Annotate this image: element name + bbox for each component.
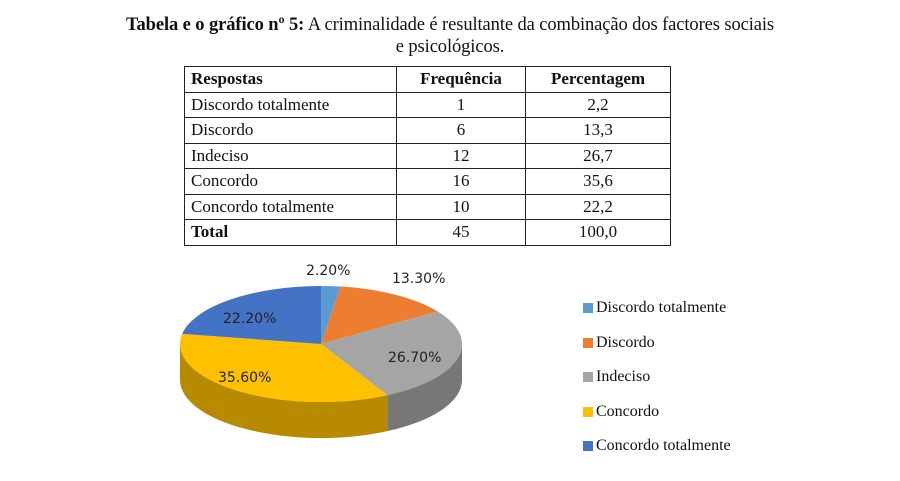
row-percentage: 13,3 [525, 117, 671, 144]
pie-slice [182, 286, 321, 344]
pie-data-labels: 2.20% 13.30% 26.70% 35.60% 22.20% [218, 263, 445, 386]
pie-slice-side [387, 344, 462, 432]
total-percentage: 100,0 [525, 219, 671, 246]
table-row: Concordo totalmente 10 22,2 [184, 193, 671, 220]
legend-label: Concordo [596, 402, 660, 420]
header-frequencia: Frequência [396, 66, 526, 93]
legend-swatch-icon [583, 406, 593, 417]
pie-slice [321, 286, 341, 344]
table-row: Indeciso 12 26,7 [184, 142, 671, 169]
row-percentage: 26,7 [525, 142, 671, 169]
table-row: Discordo 6 13,3 [184, 117, 671, 144]
frequency-table: Respostas Frequência Percentagem Discord… [184, 66, 671, 246]
figure-title: Tabela e o gráfico nº 5: A criminalidade… [0, 14, 900, 58]
title-line1: A criminalidade é resultante da combinaç… [304, 15, 775, 35]
pie-slice [179, 333, 388, 402]
pie-sides [180, 344, 462, 438]
legend-label: Discordo [596, 333, 655, 351]
legend-label: Discordo totalmente [596, 299, 727, 317]
pie-slice [321, 311, 462, 396]
row-percentage: 35,6 [525, 168, 671, 195]
row-frequency: 16 [396, 168, 526, 195]
table-header-row: Respostas Frequência Percentagem [184, 66, 671, 93]
pie-slices [179, 286, 462, 402]
title-line2: e psicológicos. [395, 37, 505, 57]
pie-data-label: 22.20% [223, 311, 276, 327]
legend-label: Concordo totalmente [596, 437, 731, 455]
legend-swatch-icon [583, 303, 593, 314]
pie-data-label: 26.70% [388, 350, 441, 366]
pie-data-label: 35.60% [218, 370, 271, 386]
legend-label: Indeciso [596, 368, 651, 386]
legend-item: Concordo [583, 395, 731, 430]
legend-item: Discordo totalmente [583, 291, 731, 326]
table-row: Discordo totalmente 1 2,2 [184, 91, 671, 118]
table-row: Concordo 16 35,6 [184, 168, 671, 195]
total-label: Total [184, 219, 397, 246]
row-percentage: 2,2 [525, 91, 671, 118]
pie-slice [321, 286, 438, 344]
legend-item: Concordo totalmente [583, 429, 731, 464]
pie-slice-side [180, 344, 388, 438]
header-percentagem: Percentagem [525, 66, 671, 93]
chart-legend: Discordo totalmente Discordo Indeciso Co… [583, 291, 731, 464]
pie-data-label: 2.20% [306, 263, 350, 279]
legend-swatch-icon [583, 372, 593, 383]
table-total-row: Total 45 100,0 [184, 219, 671, 246]
legend-swatch-icon [583, 441, 593, 452]
row-label: Concordo totalmente [184, 193, 397, 220]
row-label: Discordo [184, 117, 397, 144]
pie-data-label: 13.30% [392, 271, 445, 287]
row-percentage: 22,2 [525, 193, 671, 220]
title-prefix: Tabela e o gráfico nº 5: [125, 15, 305, 35]
legend-item: Indeciso [583, 360, 731, 395]
row-label: Concordo [184, 168, 397, 195]
legend-swatch-icon [583, 337, 593, 348]
row-label: Indeciso [184, 142, 397, 169]
header-respostas: Respostas [184, 66, 397, 93]
row-frequency: 1 [396, 91, 526, 118]
row-label: Discordo totalmente [184, 91, 397, 118]
legend-item: Discordo [583, 326, 731, 361]
total-frequency: 45 [396, 219, 526, 246]
